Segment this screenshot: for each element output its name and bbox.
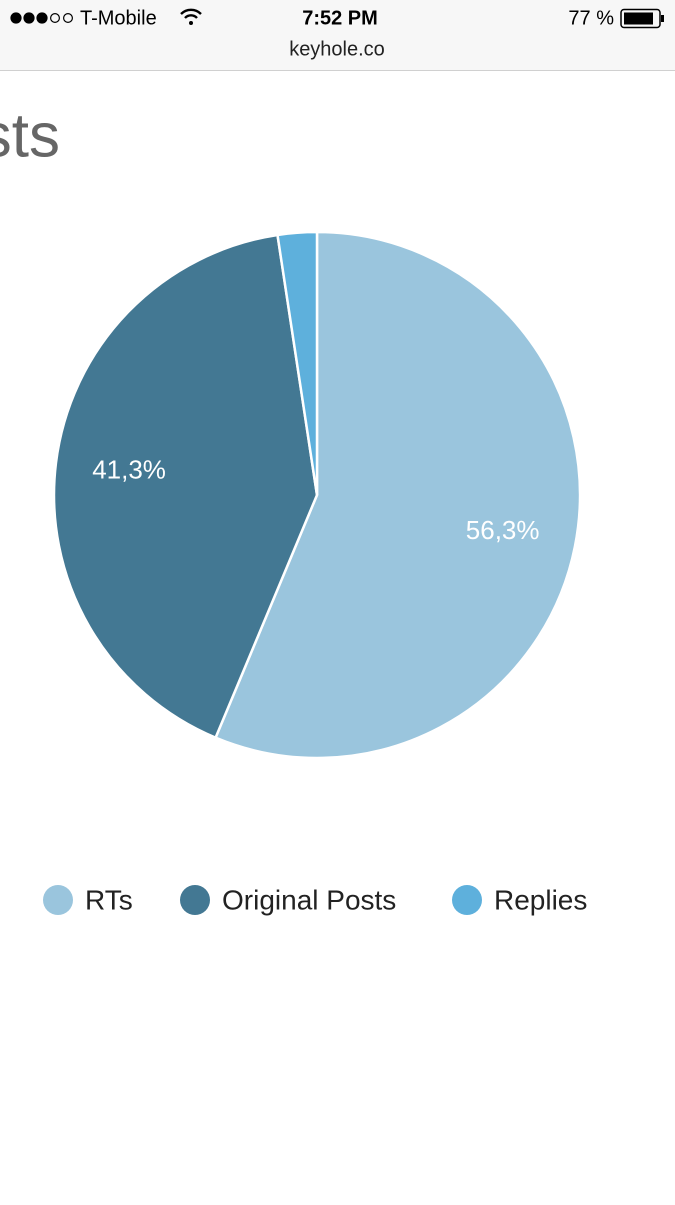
chart-title: sts (0, 101, 60, 170)
slice-label: 56,3% (466, 515, 540, 545)
legend-label: Replies (494, 884, 587, 915)
pie-slice (52, 233, 319, 740)
battery-percent: 77 % (568, 7, 614, 29)
legend-label: RTs (85, 884, 133, 915)
legend-swatch (180, 885, 210, 915)
carrier: T-Mobile (80, 7, 157, 29)
pie: 56,3% 41,3% (52, 230, 582, 760)
legend-swatch (43, 885, 73, 915)
wifi-icon (180, 8, 202, 25)
time: 7:52 PM (302, 7, 378, 29)
battery-icon (620, 8, 664, 29)
legend: RTs Original Posts Replies (43, 884, 587, 915)
legend-swatch (452, 885, 482, 915)
legend-label: Original Posts (222, 884, 396, 915)
pie-slice (213, 230, 582, 760)
slice-label: 41,3% (92, 455, 166, 485)
pie-slice (276, 230, 319, 496)
url: keyhole.co (289, 38, 385, 60)
status-bar (0, 0, 675, 70)
signal (10, 12, 73, 24)
